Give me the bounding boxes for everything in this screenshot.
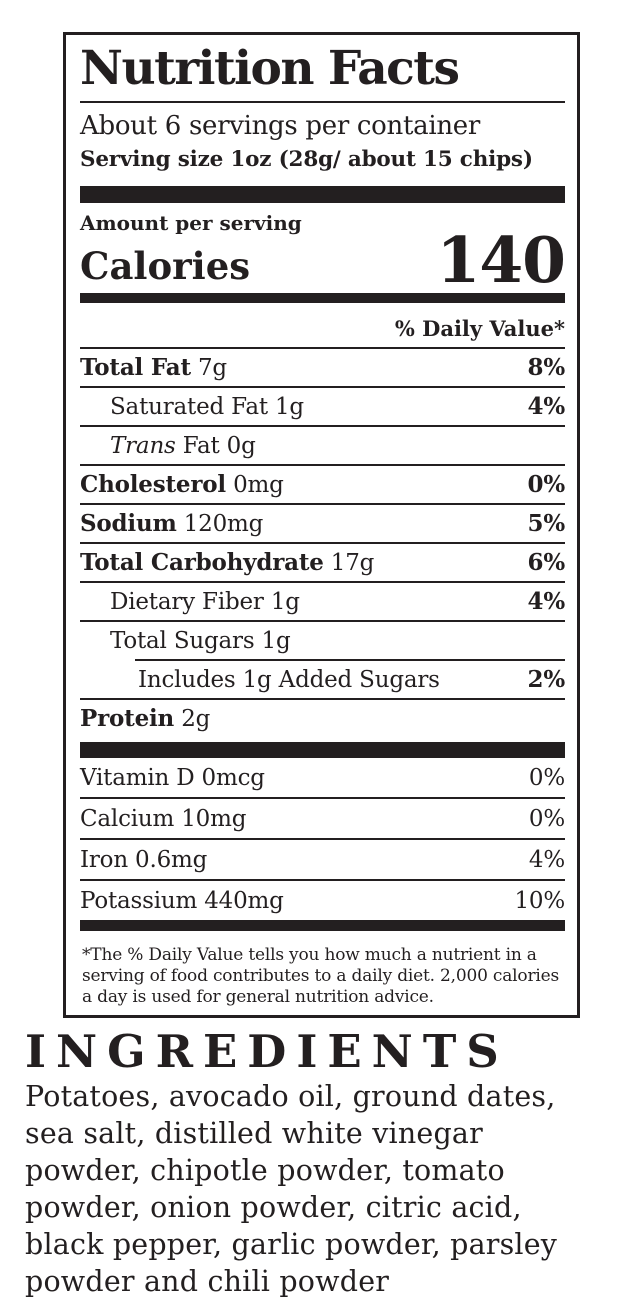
calories-label: Calories	[80, 244, 251, 289]
daily-value-percent: 8%	[527, 354, 566, 382]
micronutrient-rows: Vitamin D 0mcg 0% Calcium 10mg 0% Iron 0.6mg…	[80, 758, 565, 920]
row-divider	[80, 425, 565, 428]
daily-value-percent: 6%	[527, 549, 566, 577]
daily-value-percent: 4%	[527, 393, 566, 421]
row-divider	[80, 581, 565, 584]
ingredients-line: black pepper, garlic powder, parsley	[25, 1227, 558, 1261]
daily-value-header: % Daily Value*	[80, 307, 565, 350]
row-divider	[80, 542, 565, 545]
medium-separator-bar	[80, 920, 565, 932]
nutrient-row: Calcium 10mg 0%	[80, 799, 565, 838]
nutrient-row: Potassium 440mg 10%	[80, 881, 565, 920]
row-divider	[80, 879, 565, 882]
nutrient-row: Total Carbohydrate 17g 6%	[80, 544, 565, 581]
nutrient-name: Cholesterol 0mg	[80, 471, 284, 499]
nutrient-name: Potassium 440mg	[80, 887, 284, 914]
nutrient-row: Vitamin D 0mcg 0%	[80, 758, 565, 797]
daily-value-percent: 0%	[528, 764, 565, 791]
row-divider	[80, 464, 565, 467]
daily-value-percent: 2%	[527, 666, 566, 694]
nutrient-name: Total Fat 7g	[80, 354, 227, 382]
nutrient-name: Iron 0.6mg	[80, 846, 208, 873]
nutrient-name: Calcium 10mg	[80, 805, 247, 832]
nutrient-name: Saturated Fat 1g	[110, 393, 304, 420]
nutrient-row: Saturated Fat 1g 4%	[80, 388, 565, 425]
row-divider	[80, 503, 565, 506]
amount-per-serving-label: Amount per serving	[80, 210, 302, 235]
ingredients-section: INGREDIENTS Potatoes, avocado oil, groun…	[25, 1026, 624, 1300]
servings-per-container: About 6 servings per container	[80, 111, 481, 142]
serving-size: Serving size 1oz (28g/ about 15 chips)	[80, 147, 533, 173]
daily-value-percent: 5%	[527, 510, 566, 538]
ingredients-text: Potatoes, avocado oil, ground dates, sea …	[25, 1078, 624, 1300]
nutrient-name: Protein 2g	[80, 705, 211, 733]
nutrient-row: Protein 2g	[80, 700, 565, 737]
nutrition-facts-label: Nutrition Facts About 6 servings per con…	[63, 32, 580, 1018]
nutrient-row: Cholesterol 0mg 0%	[80, 466, 565, 503]
nutrient-name: Includes 1g Added Sugars	[138, 666, 440, 693]
nutrient-row: Trans Fat 0g	[80, 427, 565, 464]
thick-separator-bar	[80, 742, 565, 759]
daily-value-percent: 0%	[527, 471, 566, 499]
nutrient-row: Total Fat 7g 8%	[80, 349, 565, 386]
footnote-line: a day is used for general nutrition advi…	[82, 986, 434, 1007]
nutrient-name: Total Sugars 1g	[110, 627, 291, 654]
daily-value-percent: 4%	[528, 846, 565, 873]
row-divider	[80, 797, 565, 800]
row-divider	[80, 386, 565, 389]
main-rows: Total Fat 7g 8% Saturated Fat 1g 4% Trans Fa…	[80, 349, 565, 737]
daily-value-percent: 0%	[528, 805, 565, 832]
nutrient-row: Includes 1g Added Sugars 2%	[80, 661, 565, 698]
nutrient-name: Dietary Fiber 1g	[110, 588, 300, 615]
thick-separator-bar	[80, 185, 565, 203]
footnote-line: *The % Daily Value tells you how much a …	[82, 945, 537, 966]
title-divider	[80, 101, 565, 104]
nutrient-row: Sodium 120mg 5%	[80, 505, 565, 542]
daily-value-percent: 4%	[527, 588, 566, 616]
row-divider	[80, 698, 565, 701]
nutrient-row: Iron 0.6mg 4%	[80, 840, 565, 879]
row-divider	[80, 838, 565, 841]
nutrient-name: Total Carbohydrate 17g	[80, 549, 375, 577]
ingredients-line: powder, chipotle powder, tomato	[25, 1153, 505, 1187]
ingredients-line: Potatoes, avocado oil, ground dates,	[25, 1079, 556, 1113]
footnote-line: serving of food contributes to a daily d…	[82, 965, 559, 986]
ingredients-heading: INGREDIENTS	[25, 1025, 509, 1078]
calories-row: Calories 140	[80, 222, 566, 297]
nutrient-name: Vitamin D 0mcg	[80, 764, 265, 791]
ingredients-line: powder and chili powder	[25, 1264, 390, 1298]
row-divider	[135, 659, 565, 662]
daily-value-footnote: *The % Daily Value tells you how much a …	[80, 938, 565, 1007]
label-title: Nutrition Facts	[80, 41, 460, 96]
nutrient-row: Total Sugars 1g	[80, 622, 565, 659]
nutrient-name: Trans Fat 0g	[110, 432, 256, 459]
nutrient-name: Sodium 120mg	[80, 510, 264, 538]
row-divider	[80, 620, 565, 623]
calories-value: 140	[436, 222, 566, 297]
ingredients-line: powder, onion powder, citric acid,	[25, 1190, 522, 1224]
daily-value-percent: 10%	[514, 887, 565, 914]
ingredients-line: sea salt, distilled white vinegar	[25, 1116, 483, 1150]
medium-separator-bar	[80, 293, 565, 304]
nutrient-row: Dietary Fiber 1g 4%	[80, 583, 565, 620]
